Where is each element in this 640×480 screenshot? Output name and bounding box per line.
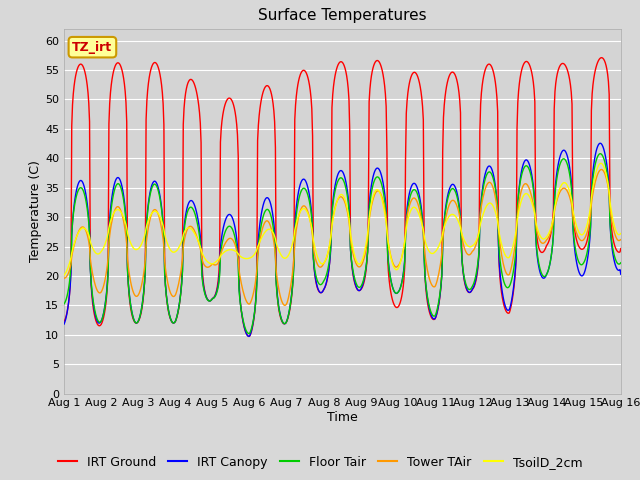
Legend: IRT Ground, IRT Canopy, Floor Tair, Tower TAir, TsoilD_2cm: IRT Ground, IRT Canopy, Floor Tair, Towe… [53,451,587,474]
X-axis label: Time: Time [327,411,358,424]
Text: TZ_irt: TZ_irt [72,41,113,54]
Y-axis label: Temperature (C): Temperature (C) [29,160,42,262]
Title: Surface Temperatures: Surface Temperatures [258,9,427,24]
